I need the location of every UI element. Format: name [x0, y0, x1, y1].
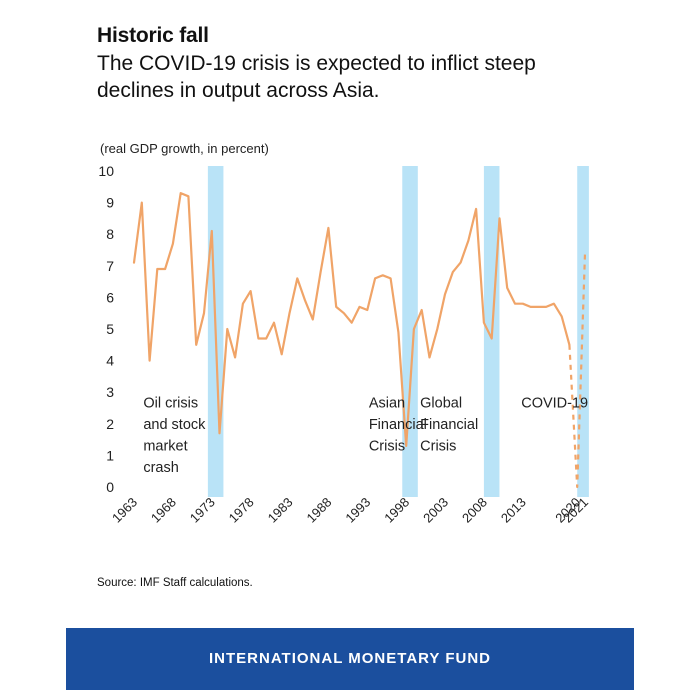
- annotation-3: Global Financial Crisis: [420, 395, 478, 454]
- x-tick-2008: 2008: [459, 495, 490, 526]
- x-tick-1968: 1968: [148, 495, 179, 526]
- y-tick-3: 3: [106, 384, 114, 400]
- y-tick-1: 1: [106, 447, 114, 463]
- footer-banner: INTERNATIONAL MONETARY FUND: [66, 628, 634, 690]
- y-tick-9: 9: [106, 195, 114, 211]
- crisis-band-2: [402, 166, 418, 497]
- y-tick-10: 10: [98, 163, 114, 179]
- x-tick-2013: 2013: [498, 495, 529, 526]
- y-tick-8: 8: [106, 226, 114, 242]
- y-tick-6: 6: [106, 289, 114, 305]
- gdp-growth-chart: (real GDP growth, in percent) 0 1 2 3 4 5 6 7 8 9…: [98, 141, 591, 526]
- chart-title: Historic fall: [97, 24, 209, 47]
- organization-name: INTERNATIONAL MONETARY FUND: [209, 650, 491, 667]
- y-tick-0: 0: [106, 479, 114, 495]
- x-tick-1973: 1973: [187, 495, 218, 526]
- x-tick-1963: 1963: [109, 495, 140, 526]
- annotation-4: COVID-19: [521, 395, 588, 411]
- y-tick-5: 5: [106, 321, 114, 337]
- x-tick-1998: 1998: [381, 495, 412, 526]
- y-tick-2: 2: [106, 416, 114, 432]
- x-tick-1983: 1983: [265, 495, 296, 526]
- source-note: Source: IMF Staff calculations.: [97, 577, 253, 589]
- y-axis-label: (real GDP growth, in percent): [100, 141, 269, 156]
- x-tick-2021: 2021: [560, 495, 591, 526]
- y-tick-7: 7: [106, 258, 114, 274]
- x-tick-2003: 2003: [420, 495, 451, 526]
- x-tick-1993: 1993: [342, 495, 373, 526]
- chart-subtitle: The COVID-19 crisis is expected to infli…: [97, 52, 536, 102]
- y-tick-4: 4: [106, 353, 114, 369]
- gdp-growth-line: [132, 192, 571, 447]
- projection-line: [568, 253, 587, 489]
- x-tick-1978: 1978: [226, 495, 257, 526]
- x-tick-1988: 1988: [303, 495, 334, 526]
- annotation-1: Oil crisis and stock market crash: [143, 395, 206, 476]
- crisis-band-4: [577, 166, 589, 497]
- annotation-2: Asian Financial Crisis: [369, 395, 427, 454]
